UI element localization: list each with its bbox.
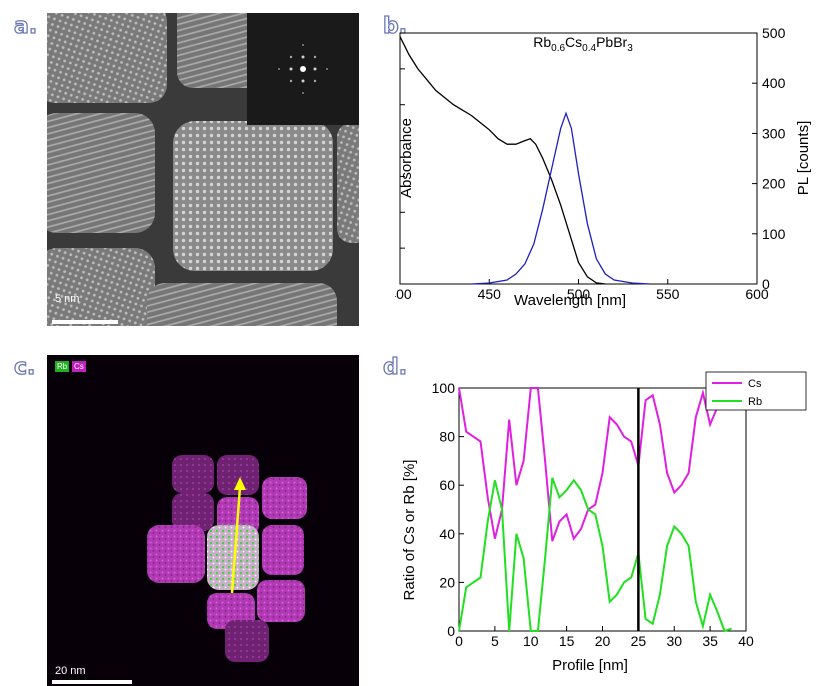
y-tick-label: 60 (439, 477, 455, 493)
nanocube (262, 477, 307, 519)
absorbance-pl-chart: 0.00.10.20.30.40.50.60.7 010020030040050… (395, 0, 815, 335)
x-tick-label: 5 (491, 633, 499, 649)
crystal-right (337, 123, 359, 243)
x-tick-label: 0 (455, 633, 463, 649)
y2-tick-label: 500 (762, 25, 786, 41)
panel-label-a: a. (14, 14, 37, 39)
profile-ratio-chart: 0 20 40 60 80 100 0 5 10 15 20 25 30 35 40 Profile [n… (394, 350, 824, 680)
x-tick-label: 40 (738, 633, 754, 649)
x-tick-label: 25 (631, 633, 647, 649)
stem-image (47, 13, 359, 326)
scale-bar-label: 20 nm (55, 665, 86, 677)
stem-micrograph: 5 nm (47, 13, 359, 326)
legend-label-rb: Rb (748, 396, 762, 408)
crystal-bottom-left (47, 248, 155, 326)
x-tick-label: 600 (745, 286, 769, 302)
scale-bar (52, 320, 118, 324)
y2-tick-label: 300 (762, 125, 786, 141)
y2-axis-label: PL [counts] (795, 121, 812, 196)
crystal-bottom (147, 283, 337, 326)
nanocube (262, 525, 304, 575)
legend-label-cs: Cs (748, 378, 762, 390)
compound-formula: Rb0.6Cs0.4PbBr3 (533, 34, 633, 54)
scale-bar-label: 5 nm (55, 293, 79, 305)
y-tick-label: 0 (447, 623, 455, 639)
y-tick-label: 20 (439, 574, 455, 590)
nanocube (225, 620, 269, 662)
x-tick-label: 550 (656, 286, 680, 302)
y-tick-label: 100 (432, 380, 456, 396)
crystal-left (47, 113, 155, 233)
x-tick-label: 15 (559, 633, 575, 649)
crystal-top-left (47, 13, 167, 103)
panel-label-c: c. (14, 355, 35, 380)
y-axis-label: Ratio of Cs or Rb [%] (401, 460, 418, 601)
y2-tick-label: 200 (762, 176, 786, 192)
nanocube (172, 455, 214, 493)
x-tick-label: 30 (666, 633, 682, 649)
x-tick-label: 20 (595, 633, 611, 649)
legend-tag-cs: Cs (72, 361, 86, 372)
nanocube (147, 525, 205, 583)
x-axis-label: Profile [nm] (552, 657, 628, 674)
x-tick-label: 450 (478, 286, 502, 302)
y-axis-label: Absorbance (398, 118, 415, 198)
crystal-center (173, 121, 333, 271)
absorbance-series-line (400, 37, 605, 284)
eds-map: Rb Cs 20 nm (47, 355, 359, 686)
y2-tick-label: 100 (762, 226, 786, 242)
x-tick-label: 35 (702, 633, 718, 649)
legend-tag-rb: Rb (55, 361, 69, 372)
scale-bar (52, 680, 132, 684)
y2-tick-label: 400 (762, 75, 786, 91)
eds-image (47, 355, 359, 686)
x-axis-label: Wavelength [nm] (514, 292, 626, 309)
y-tick-label: 80 (439, 429, 455, 445)
y-tick-label: 40 (439, 526, 455, 542)
x-tick-label: 400 (395, 286, 412, 302)
nanocube (257, 580, 305, 622)
legend: Cs Rb (706, 372, 806, 410)
plot-frame (400, 33, 757, 284)
x-tick-label: 10 (523, 633, 539, 649)
